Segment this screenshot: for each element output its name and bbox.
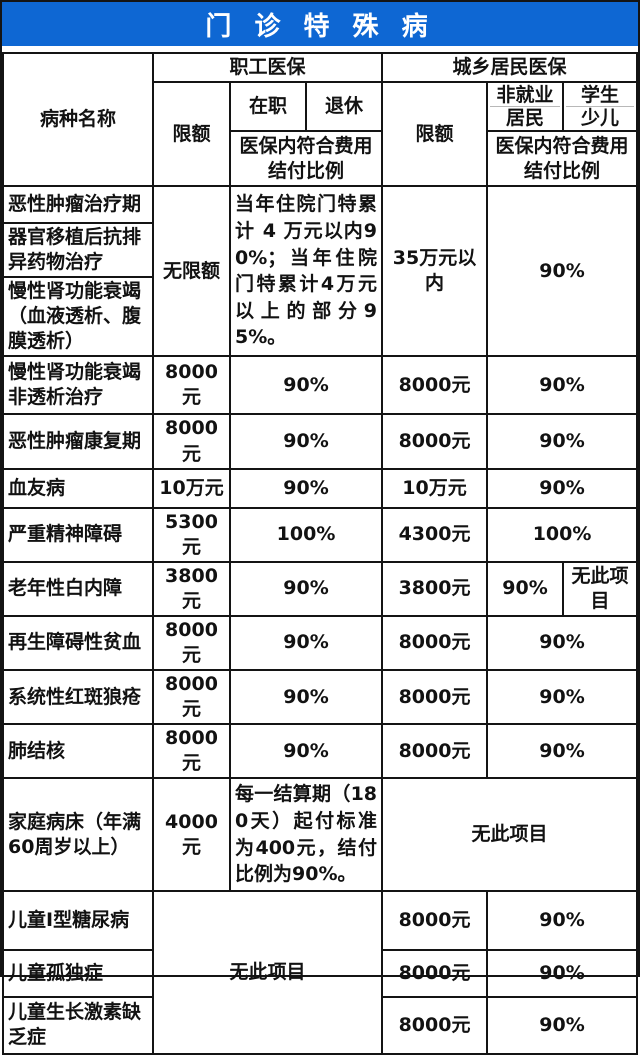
cell-resident-limit: 35万元以内 <box>381 185 489 358</box>
cell-resident-limit: 8000元 <box>381 723 489 780</box>
table-row: 家庭病床（年满60周岁以上） 4000元 每一结算期（180天）起付标准为400… <box>2 777 639 892</box>
cell-employee-ratio: 90% <box>228 669 384 726</box>
cell-employee-ratio: 100% <box>228 506 384 563</box>
cell-employee-ratio: 90% <box>228 560 384 617</box>
cell-resident-ratio: 90% <box>486 185 639 358</box>
cell-resident-limit: 4300元 <box>381 506 489 563</box>
title-table-gap <box>2 46 638 52</box>
cell-employee-ratio: 90% <box>228 355 384 416</box>
cell-employee-limit: 5300元 <box>152 506 231 563</box>
col-header-resident-limit: 限额 <box>381 81 489 188</box>
cell-employee-limit: 8000元 <box>152 355 231 416</box>
cell-employee-limit: 无限额 <box>152 185 231 358</box>
cell-resident-ratio: 90% <box>486 669 639 726</box>
cell-employee-limit: 8000元 <box>152 413 231 470</box>
table-row: 慢性肾功能衰竭非透析治疗 8000元 90% 8000元 90% <box>2 355 639 416</box>
cell-resident-ratio: 90% <box>486 467 639 509</box>
cell-disease-name: 严重精神障碍 <box>2 506 154 563</box>
header-line: 学生 <box>581 84 620 107</box>
table-row: 老年性白内障 3800元 90% 3800元 90% 无此项目 <box>2 560 639 617</box>
col-header-retired: 退休 <box>304 81 384 133</box>
cell-disease-name: 慢性肾功能衰竭非透析治疗 <box>2 355 154 416</box>
table-row: 恶性肿瘤康复期 8000元 90% 8000元 90% <box>2 413 639 470</box>
cell-employee-limit: 8000元 <box>152 614 231 672</box>
cell-resident-limit: 8000元 <box>381 413 489 470</box>
table-row: 恶性肿瘤治疗期 无限额 当年住院门特累计 4 万元以内90%；当年住院门特累计4… <box>2 185 639 358</box>
cell-employee-limit: 10万元 <box>152 467 231 509</box>
header-line: 非就业 <box>496 84 554 107</box>
col-header-employee-limit: 限额 <box>152 81 231 188</box>
cell-resident-limit: 8000元 <box>381 995 489 1055</box>
cell-employee-ratio: 90% <box>228 467 384 509</box>
cell-employee-limit: 8000元 <box>152 669 231 726</box>
cell-resident-not-available: 无此项目 <box>381 777 639 892</box>
cell-resident-ratio: 90% <box>486 995 639 1055</box>
col-header-resident-ratio: 医保内符合费用结付比例 <box>486 130 639 188</box>
cell-employee-not-available: 无此项目 <box>151 889 384 1055</box>
cell-disease-name: 恶性肿瘤康复期 <box>2 413 154 470</box>
cell-resident-ratio: 100% <box>486 506 639 563</box>
cell-resident-ratio-non-employed: 90% <box>486 560 565 617</box>
table-row: 儿童Ⅰ型糖尿病 无此项目 8000元 90% <box>2 889 639 1055</box>
cell-resident-ratio: 90% <box>486 355 639 416</box>
cell-resident-ratio: 90% <box>486 413 639 470</box>
cell-employee-ratio: 90% <box>228 723 384 780</box>
table-row: 肺结核 8000元 90% 8000元 90% <box>2 723 639 780</box>
cell-disease-name: 儿童Ⅰ型糖尿病 <box>2 889 154 951</box>
cell-resident-limit: 8000元 <box>381 355 489 416</box>
cell-resident-limit: 3800元 <box>381 560 489 617</box>
cell-resident-ratio: 90% <box>486 614 639 672</box>
cell-disease-name: 器官移植后抗排异药物治疗 <box>2 222 154 279</box>
table-row: 严重精神障碍 5300元 100% 4300元 100% <box>2 506 639 563</box>
cell-resident-ratio: 90% <box>486 889 639 951</box>
cell-disease-name: 慢性肾功能衰竭（血液透析、腹膜透析） <box>2 276 154 358</box>
table-row: 系统性红斑狼疮 8000元 90% 8000元 90% <box>2 669 639 726</box>
table-row: 限额 在职 退休 限额 非就业 居民 学生 少儿 <box>3 81 639 188</box>
col-header-student-child: 学生 少儿 <box>562 81 639 133</box>
table-row: 再生障碍性贫血 8000元 90% 8000元 90% <box>2 614 639 672</box>
col-header-disease-name: 病种名称 <box>2 51 154 188</box>
cell-resident-limit: 8000元 <box>381 614 489 672</box>
cell-employee-ratio: 当年住院门特累计 4 万元以内90%；当年住院门特累计4万元以上的部分95%。 <box>228 185 384 358</box>
cell-employee-ratio: 90% <box>228 614 384 672</box>
cell-disease-name: 血友病 <box>2 467 154 509</box>
page-title: 门 诊 特 殊 病 <box>2 2 638 46</box>
cell-disease-name: 系统性红斑狼疮 <box>2 669 154 726</box>
cell-resident-ratio-student: 无此项目 <box>562 560 639 617</box>
table-row: 血友病 10万元 90% 10万元 90% <box>2 467 639 509</box>
col-header-employed: 在职 <box>229 81 307 133</box>
cell-disease-name: 儿童孤独症 <box>2 948 154 998</box>
cell-resident-limit: 8000元 <box>381 948 489 998</box>
cell-employee-limit: 3800元 <box>152 560 231 617</box>
table-row: 器官移植后抗排异药物治疗 <box>2 222 637 279</box>
col-group-employee-insurance: 职工医保 <box>151 51 384 84</box>
table-row: 病种名称 职工医保 城乡居民医保 <box>2 51 639 188</box>
cell-disease-name: 家庭病床（年满60周岁以上） <box>2 777 154 892</box>
col-header-employee-ratio: 医保内符合费用结付比例 <box>228 130 384 188</box>
table-row: 慢性肾功能衰竭（血液透析、腹膜透析） <box>2 276 637 358</box>
cell-employee-limit: 4000元 <box>152 777 231 892</box>
special-disease-table: 病种名称 职工医保 城乡居民医保 限额 在职 退休 限额 非就业 居民 学生 少… <box>2 51 639 1055</box>
cell-employee-limit: 8000元 <box>152 723 231 780</box>
cell-disease-name: 再生障碍性贫血 <box>2 614 154 672</box>
col-header-non-employed-resident: 非就业 居民 <box>486 81 565 133</box>
cell-disease-name: 肺结核 <box>2 723 154 780</box>
cell-employee-ratio: 每一结算期（180天）起付标准为400元，结付比例为90%。 <box>228 777 384 892</box>
cell-resident-ratio: 90% <box>486 948 639 998</box>
header-line: 少儿 <box>566 106 635 129</box>
table-row: 医保内符合费用结付比例 医保内符合费用结付比例 <box>3 130 639 188</box>
cell-employee-ratio: 90% <box>228 413 384 470</box>
col-group-resident-insurance: 城乡居民医保 <box>381 51 639 84</box>
cell-resident-limit: 8000元 <box>381 889 489 951</box>
cell-disease-name: 恶性肿瘤治疗期 <box>2 185 154 225</box>
cell-disease-name: 儿童生长激素缺乏症 <box>2 995 154 1055</box>
cell-resident-ratio: 90% <box>486 723 639 780</box>
header-line: 居民 <box>490 106 561 129</box>
cell-resident-limit: 10万元 <box>381 467 489 509</box>
cell-disease-name: 老年性白内障 <box>2 560 154 617</box>
cell-resident-limit: 8000元 <box>381 669 489 726</box>
